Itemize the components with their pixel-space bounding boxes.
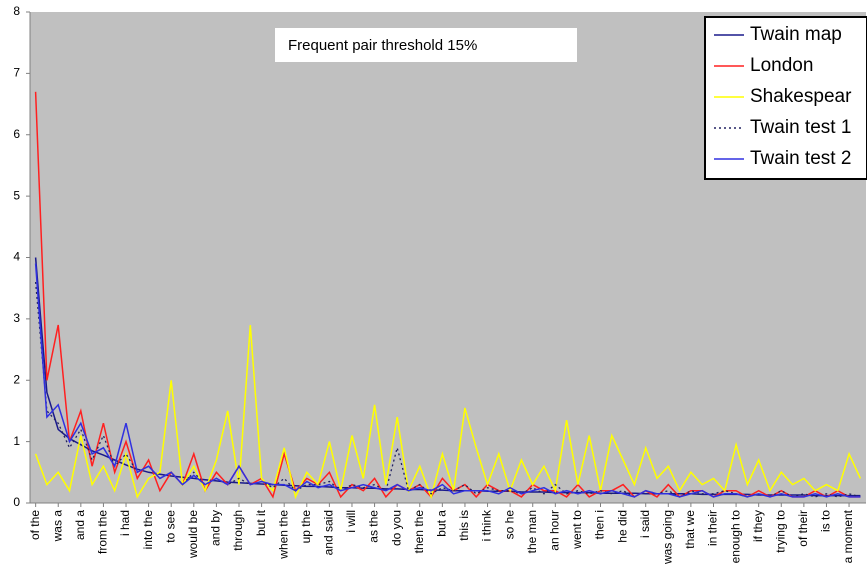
y-tick-label: 2 xyxy=(13,372,20,386)
x-tick-label: went to xyxy=(570,510,584,550)
x-tick-label: i think xyxy=(480,509,494,541)
annotation-box xyxy=(275,28,577,62)
x-tick-label: do you xyxy=(389,510,403,546)
x-tick-label: then the xyxy=(412,510,426,554)
y-tick-label: 8 xyxy=(13,4,20,18)
x-tick-label: through xyxy=(231,510,245,551)
y-tick-label: 5 xyxy=(13,188,20,202)
x-tick-label: he did xyxy=(615,510,629,543)
x-tick-label: and a xyxy=(73,510,87,540)
x-tick-label: and by xyxy=(209,510,223,546)
x-tick-label: up the xyxy=(299,510,313,544)
x-tick-label: then i xyxy=(593,510,607,539)
x-tick-label: and said xyxy=(322,510,336,555)
x-tick-label: an hour xyxy=(547,510,561,551)
y-tick-label: 0 xyxy=(13,495,20,509)
legend-label: London xyxy=(750,55,813,76)
legend-label: Twain test 1 xyxy=(750,117,851,138)
x-tick-label: this is xyxy=(457,510,471,541)
x-tick-label: so he xyxy=(502,510,516,540)
x-tick-label: as the xyxy=(367,510,381,543)
x-tick-label: is to xyxy=(819,510,833,532)
series-line xyxy=(34,324,862,500)
x-tick-label: i had xyxy=(118,510,132,536)
x-tick-label: the man xyxy=(525,510,539,553)
x-tick-label: of the xyxy=(28,510,42,540)
x-tick-label: in their xyxy=(706,510,720,546)
x-tick-label: that we xyxy=(683,510,697,549)
x-tick-label: i said xyxy=(638,510,652,538)
x-tick-label: would be xyxy=(186,510,200,559)
x-tick-label: enough to xyxy=(728,510,742,564)
series-group xyxy=(34,91,862,500)
annotation: Frequent pair threshold 15% xyxy=(288,37,477,54)
x-tick-label: from the xyxy=(96,510,110,554)
legend-box xyxy=(704,16,867,180)
y-tick-label: 6 xyxy=(13,127,20,141)
x-tick-label: but a xyxy=(435,510,449,537)
x-tick-label: was going xyxy=(660,510,674,565)
series-line xyxy=(34,263,861,498)
x-tick-label: if they xyxy=(751,510,765,542)
y-tick-label: 7 xyxy=(13,66,20,80)
x-tick-label: of their xyxy=(796,510,810,547)
x-tick-label: a moment xyxy=(841,509,855,563)
y-tick-label: 3 xyxy=(13,311,20,325)
y-tick-label: 1 xyxy=(13,434,20,448)
x-tick-label: i will xyxy=(344,510,358,533)
x-tick-label: into the xyxy=(141,510,155,550)
x-tick-label: trying to xyxy=(773,510,787,553)
legend-label: Twain test 2 xyxy=(750,148,851,169)
x-tick-label: to see xyxy=(163,510,177,543)
x-tick-label: but it xyxy=(254,509,268,536)
x-tick-label: was a xyxy=(50,510,64,543)
x-tick-label: when the xyxy=(276,510,290,560)
y-tick-label: 4 xyxy=(13,250,20,264)
legend-label: Twain map xyxy=(750,24,842,45)
legend-label: Shakespear xyxy=(750,86,852,107)
